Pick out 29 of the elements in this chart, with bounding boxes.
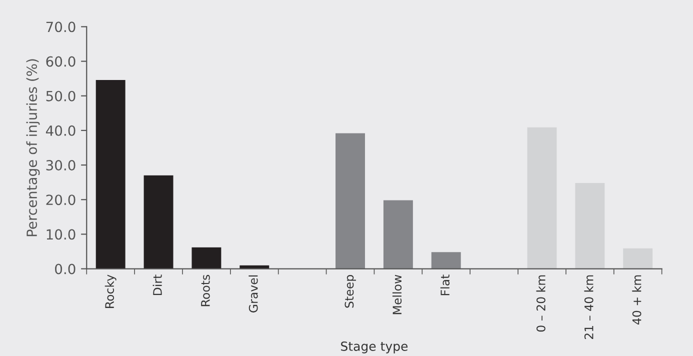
x-tick-label: 0 – 20 km: [536, 275, 546, 332]
x-tick-label: Steep: [344, 274, 356, 308]
x-tick-label: Roots: [201, 274, 210, 306]
x-tick-label: Mellow: [392, 274, 402, 314]
y-tick-label: 50.0: [46, 90, 76, 102]
bar: [336, 133, 365, 269]
y-tick-label: 30.0: [46, 160, 76, 171]
bar: [623, 248, 653, 269]
x-axis-title: Stage type: [341, 341, 408, 354]
y-tick-label: 0.0: [55, 264, 76, 274]
y-axis-title: Percentage of injuries (%): [26, 59, 40, 236]
x-tick-label: Dirt: [152, 274, 162, 296]
x-tick-label: Rocky: [104, 274, 116, 308]
bar: [96, 80, 126, 269]
y-tick-label: 70.0: [46, 22, 76, 32]
y-tick-label: 20.0: [46, 194, 76, 206]
bar: [192, 247, 222, 269]
bar: [527, 127, 557, 269]
y-tick-label: 40.0: [46, 125, 76, 136]
y-tick-label: 10.0: [46, 229, 76, 240]
x-tick-label: 21 – 40 km: [584, 275, 594, 340]
x-tick-label: Flat: [440, 274, 450, 296]
y-tick-label: 60.0: [46, 56, 76, 67]
bar: [383, 200, 413, 269]
x-tick-label: 40 + km: [632, 275, 642, 325]
bar: [575, 183, 605, 269]
bar: [431, 252, 461, 269]
x-tick-label: Gravel: [248, 275, 258, 312]
bar: [144, 175, 174, 269]
